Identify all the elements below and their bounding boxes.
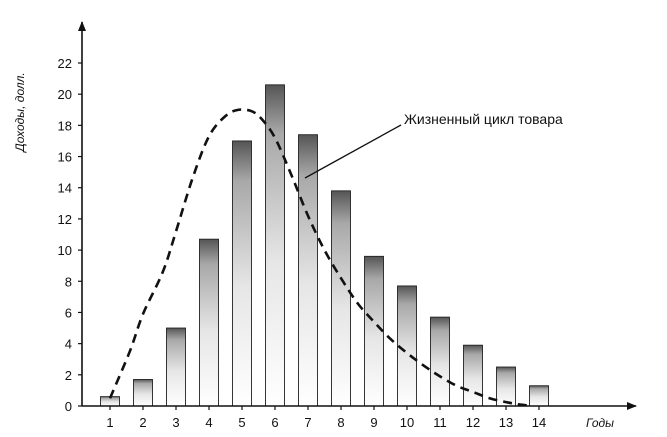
x-tick-label: 6	[271, 415, 278, 430]
bar-6	[265, 84, 285, 407]
y-tick-label: 16	[58, 150, 72, 165]
lifecycle-curve	[108, 108, 533, 408]
annotation-label: Жизненный цикл товара	[404, 111, 563, 127]
x-tick-label: 10	[400, 415, 414, 430]
x-tick-label: 8	[337, 415, 344, 430]
x-ticks-group: 1 2 3 4 5 6 7 8 9 10 11 12 13 14	[106, 406, 546, 430]
y-tick-label: 22	[58, 56, 72, 71]
y-tick-label: 2	[65, 368, 72, 383]
x-tick-label: 1	[106, 415, 113, 430]
bar-7	[298, 134, 318, 407]
bar-5	[232, 140, 252, 407]
x-tick-label: 11	[433, 415, 447, 430]
y-tick-label: 0	[65, 399, 72, 414]
curve-layer	[108, 108, 533, 408]
annotation-leader-line	[304, 124, 402, 179]
x-tick-label: 13	[499, 415, 513, 430]
y-tick-label: 10	[58, 243, 72, 258]
y-axis-title: Доходы, долл.	[13, 72, 27, 153]
y-ticks-group: 0 2 4 6 8 10 12 14 16 18 20 22	[58, 56, 82, 414]
x-tick-label: 2	[139, 415, 146, 430]
bar-8	[331, 190, 351, 407]
x-tick-label: 4	[205, 415, 212, 430]
x-tick-label: 5	[238, 415, 245, 430]
x-axis-title: Годы	[586, 416, 614, 430]
bar-3	[166, 327, 186, 407]
x-tick-label: 14	[532, 415, 546, 430]
y-tick-label: 8	[65, 274, 72, 289]
y-tick-label: 6	[65, 305, 72, 320]
x-tick-label: 7	[304, 415, 311, 430]
y-tick-label: 4	[65, 337, 72, 352]
bar-4	[199, 238, 219, 407]
y-tick-label: 14	[58, 181, 72, 196]
bar-11	[430, 316, 450, 407]
bars-group	[100, 84, 549, 407]
bar-14	[529, 385, 549, 407]
bar-13	[496, 366, 516, 407]
x-tick-label: 9	[370, 415, 377, 430]
y-tick-label: 18	[58, 118, 72, 133]
bar-2	[133, 379, 153, 407]
y-tick-label: 12	[58, 212, 72, 227]
x-tick-label: 3	[172, 415, 179, 430]
bar-9	[364, 255, 384, 407]
y-tick-label: 20	[58, 87, 72, 102]
x-tick-label: 12	[466, 415, 480, 430]
bar-12	[463, 344, 483, 407]
